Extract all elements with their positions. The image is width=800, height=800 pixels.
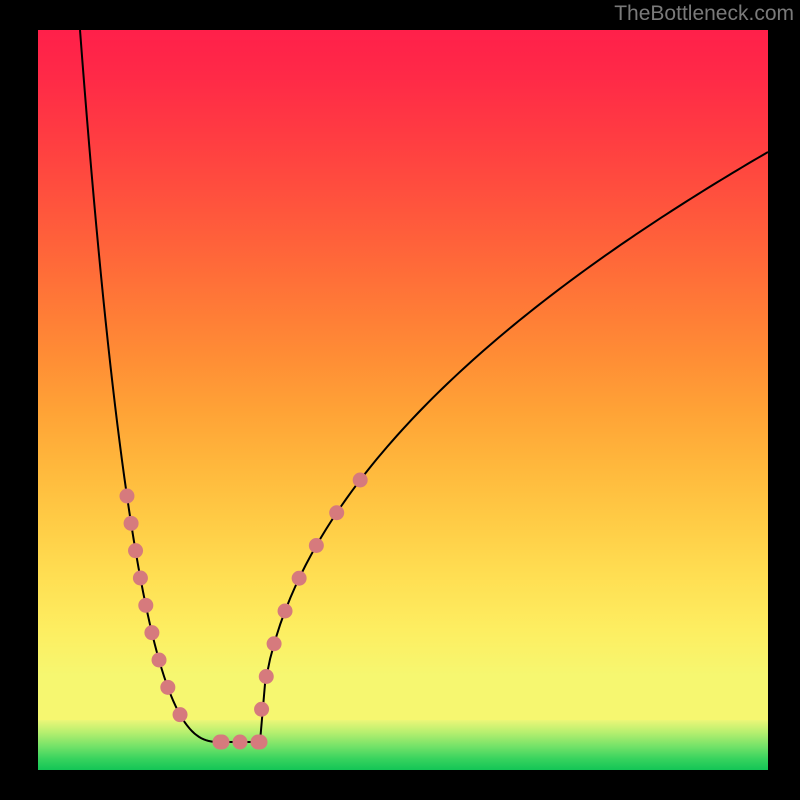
curve-marker — [173, 707, 188, 722]
watermark-text: TheBottleneck.com — [614, 2, 794, 26]
curve-marker — [251, 735, 266, 750]
curve-marker — [133, 571, 148, 586]
curve-marker — [259, 669, 274, 684]
curve-marker — [292, 571, 307, 586]
curve-marker — [152, 653, 167, 668]
curve-marker — [160, 680, 175, 695]
curve-marker — [138, 598, 153, 613]
curve-marker — [329, 505, 344, 520]
curve-marker — [215, 735, 230, 750]
chart-svg — [0, 0, 800, 800]
curve-marker — [267, 636, 282, 651]
curve-marker — [309, 538, 324, 553]
curve-marker — [124, 516, 139, 531]
curve-marker — [233, 735, 248, 750]
chart-stage: TheBottleneck.com — [0, 0, 800, 800]
curve-marker — [119, 489, 134, 504]
curve-marker — [254, 702, 269, 717]
curve-marker — [278, 604, 293, 619]
curve-marker — [128, 543, 143, 558]
curve-marker — [353, 473, 368, 488]
curve-marker — [144, 625, 159, 640]
